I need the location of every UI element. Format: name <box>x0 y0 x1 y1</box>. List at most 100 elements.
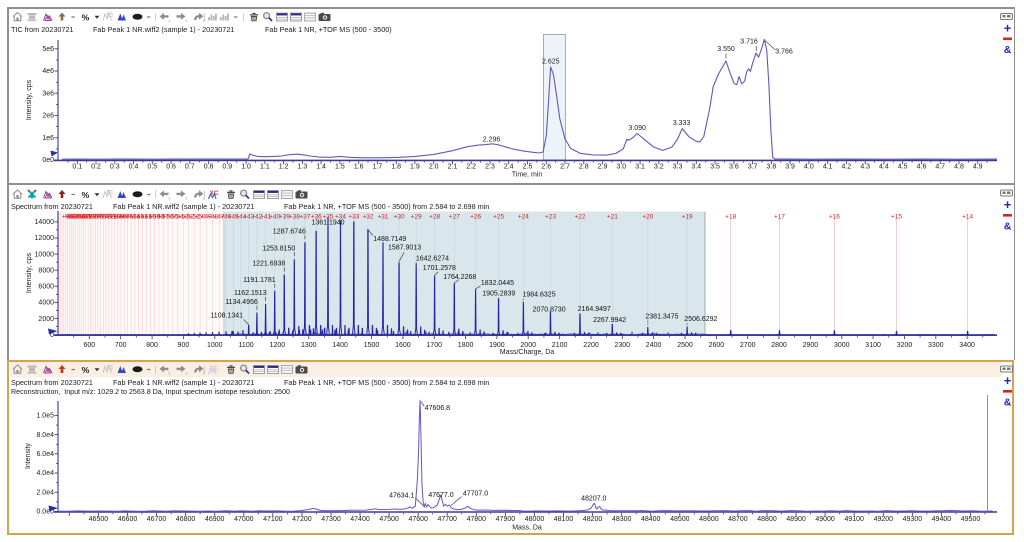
svg-text:700: 700 <box>115 342 127 349</box>
svg-text:3.3: 3.3 <box>673 164 683 171</box>
svg-text:47606.8: 47606.8 <box>425 405 450 412</box>
svg-text:+63: +63 <box>133 213 144 220</box>
svg-text:900: 900 <box>178 342 190 349</box>
svg-text:1.8: 1.8 <box>391 164 401 171</box>
svg-text:48700: 48700 <box>728 516 748 523</box>
svg-text:1.1: 1.1 <box>260 164 270 171</box>
svg-text:1984.6325: 1984.6325 <box>523 291 556 298</box>
svg-text:48400: 48400 <box>641 516 661 523</box>
svg-text:+71: +71 <box>106 213 117 220</box>
svg-text:2400: 2400 <box>646 342 662 349</box>
svg-text:%: % <box>82 365 90 375</box>
svg-text:3100: 3100 <box>865 342 881 349</box>
svg-text:46700: 46700 <box>147 516 167 523</box>
svg-text:+88: +88 <box>66 213 77 220</box>
svg-text:4.2: 4.2 <box>842 164 852 171</box>
svg-text:+81: +81 <box>80 213 91 220</box>
svg-text:2.4: 2.4 <box>504 164 514 171</box>
svg-text:4.1: 4.1 <box>823 164 833 171</box>
svg-text:2.5: 2.5 <box>523 164 533 171</box>
svg-text:49300: 49300 <box>903 516 923 523</box>
svg-text:4.5: 4.5 <box>898 164 908 171</box>
svg-text:2500: 2500 <box>677 342 693 349</box>
svg-text:+40: +40 <box>269 213 280 220</box>
svg-text:4e6: 4e6 <box>42 68 54 75</box>
svg-text:+39: +39 <box>279 213 290 220</box>
svg-text:3.7: 3.7 <box>748 164 758 171</box>
svg-text:2.3: 2.3 <box>485 164 495 171</box>
svg-text:12000: 12000 <box>35 235 55 242</box>
svg-text:2506.6292: 2506.6292 <box>684 316 717 323</box>
svg-text:2000: 2000 <box>38 316 54 323</box>
svg-text:+85: +85 <box>72 213 83 220</box>
svg-text:47400: 47400 <box>350 516 370 523</box>
svg-text:1905.2839: 1905.2839 <box>482 291 515 298</box>
svg-text:3.9: 3.9 <box>785 164 795 171</box>
svg-text:46500: 46500 <box>89 516 109 523</box>
svg-text:1832.0445: 1832.0445 <box>481 280 514 287</box>
svg-text:1800: 1800 <box>458 342 474 349</box>
svg-text:1.9: 1.9 <box>410 164 420 171</box>
svg-text:1200: 1200 <box>270 342 286 349</box>
svg-text:+72: +72 <box>103 213 114 220</box>
svg-text:1.3: 1.3 <box>298 164 308 171</box>
svg-text:2200: 2200 <box>583 342 599 349</box>
svg-text:+35: +35 <box>322 213 333 220</box>
svg-text:1221.6938: 1221.6938 <box>252 261 285 268</box>
svg-text:0.8: 0.8 <box>204 164 214 171</box>
svg-text:1400: 1400 <box>332 342 348 349</box>
svg-text:1361.1940: 1361.1940 <box>311 220 344 227</box>
svg-text:3.090: 3.090 <box>628 125 646 132</box>
svg-text:4.0e4: 4.0e4 <box>36 470 54 477</box>
svg-text:2.7: 2.7 <box>560 164 570 171</box>
svg-text:4.6: 4.6 <box>917 164 927 171</box>
svg-text:47900: 47900 <box>496 516 516 523</box>
svg-text:+59: +59 <box>149 213 160 220</box>
svg-text:+65: +65 <box>126 213 137 220</box>
svg-text:1701.2578: 1701.2578 <box>423 265 456 272</box>
svg-text:+53: +53 <box>178 213 189 220</box>
svg-text:1300: 1300 <box>301 342 317 349</box>
svg-text:49400: 49400 <box>932 516 952 523</box>
svg-text:1: 1 <box>168 18 171 23</box>
svg-text:+44: +44 <box>235 213 246 220</box>
svg-text:&: & <box>1004 221 1012 233</box>
svg-text:1.6: 1.6 <box>354 164 364 171</box>
svg-text:+77: +77 <box>90 213 101 220</box>
svg-text:600: 600 <box>83 342 95 349</box>
svg-text:4.9: 4.9 <box>973 164 983 171</box>
svg-text:1000: 1000 <box>207 342 223 349</box>
svg-text:49000: 49000 <box>815 516 835 523</box>
svg-text:+38: +38 <box>289 213 300 220</box>
svg-text:47700: 47700 <box>437 516 457 523</box>
svg-text:+66: +66 <box>122 213 133 220</box>
svg-text:+19: +19 <box>682 213 693 220</box>
svg-text:2300: 2300 <box>615 342 631 349</box>
svg-text:+60: +60 <box>145 213 156 220</box>
svg-text:46600: 46600 <box>118 516 138 523</box>
svg-text:3e6: 3e6 <box>42 91 54 98</box>
svg-text:47200: 47200 <box>292 516 312 523</box>
svg-text:2267.9942: 2267.9942 <box>593 317 626 324</box>
svg-text:+73: +73 <box>100 213 111 220</box>
svg-text:+87: +87 <box>68 213 79 220</box>
svg-text:48600: 48600 <box>699 516 719 523</box>
svg-text:+46: +46 <box>220 213 231 220</box>
svg-text:+: + <box>1004 21 1012 36</box>
svg-text:+52: +52 <box>183 213 194 220</box>
svg-text:2.1: 2.1 <box>448 164 458 171</box>
svg-text:3400: 3400 <box>959 342 975 349</box>
svg-text:0.3: 0.3 <box>110 164 120 171</box>
svg-text:47634.1: 47634.1 <box>389 492 414 499</box>
svg-text:47707.0: 47707.0 <box>463 490 488 497</box>
svg-text:6000: 6000 <box>38 284 54 291</box>
svg-text:2.6: 2.6 <box>541 164 551 171</box>
svg-text:3.6: 3.6 <box>729 164 739 171</box>
svg-text:+23: +23 <box>545 213 556 220</box>
svg-text:+68: +68 <box>115 213 126 220</box>
svg-text:+24: +24 <box>518 213 529 220</box>
svg-text:+49: +49 <box>201 213 212 220</box>
svg-text:1253.8150: 1253.8150 <box>262 245 295 252</box>
svg-text:0.5: 0.5 <box>147 164 157 171</box>
svg-text:+41: +41 <box>260 213 271 220</box>
